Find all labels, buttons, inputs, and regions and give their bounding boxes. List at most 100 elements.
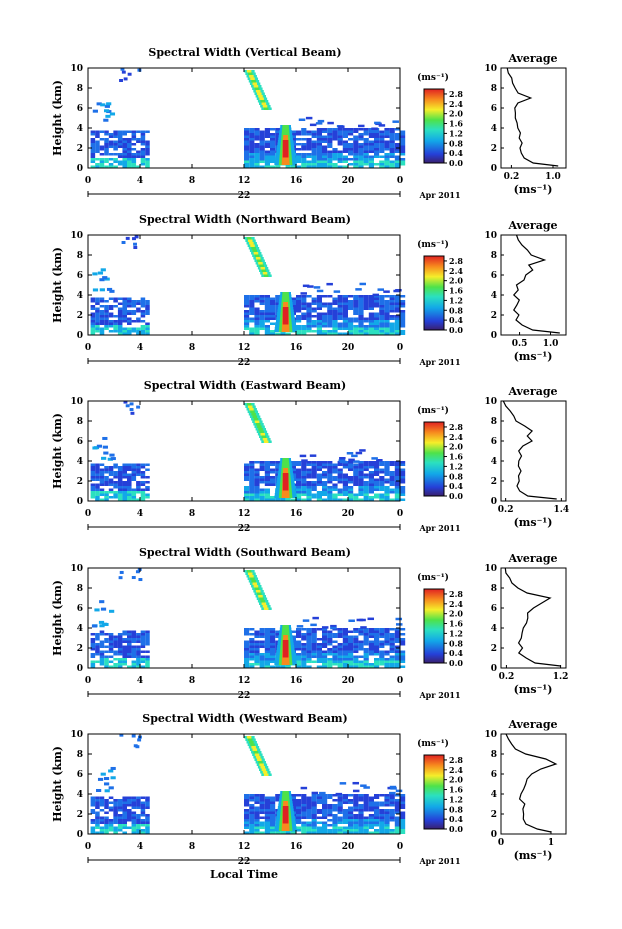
heatmap-cell [342, 665, 348, 668]
heatmap-cell [90, 483, 96, 486]
avg-y-tick-label: 2 [491, 311, 497, 321]
heatmap-cell [90, 660, 96, 663]
heatmap-cell [280, 332, 286, 335]
heatmap-cell [140, 633, 146, 636]
heatmap-cell [389, 325, 395, 328]
heatmap-cell [104, 158, 109, 161]
heatmap-cell [363, 486, 369, 489]
heatmap-cell [145, 819, 150, 822]
heatmap-cell [358, 831, 364, 834]
heatmap-cell [108, 468, 114, 471]
heatmap-cell [244, 145, 250, 148]
y-tick-label: 4 [77, 457, 83, 467]
heatmap-cell [342, 628, 348, 631]
heatmap-cell [384, 633, 390, 636]
heatmap-cell [368, 483, 374, 486]
x-tick-label: 16 [290, 509, 303, 519]
heatmap-cell [374, 665, 380, 668]
x-tick-label: 0 [397, 676, 403, 686]
heatmap-cell [104, 645, 109, 648]
heatmap-cell [136, 638, 141, 641]
heatmap-cell [301, 643, 307, 646]
heatmap-cell [316, 143, 322, 146]
heatmap-cell [285, 665, 291, 668]
heatmap-cell [244, 653, 250, 656]
heatmap-cell [395, 623, 403, 626]
heatmap-cell [107, 457, 113, 461]
heatmap-cell [348, 153, 354, 156]
heatmap-cell [90, 799, 96, 802]
heatmap-cell [113, 476, 118, 479]
heatmap-cell [342, 821, 348, 824]
heatmap-cell [301, 816, 307, 819]
heatmap-cell [342, 655, 348, 658]
heatmap-cell [145, 824, 150, 827]
heatmap-cell [327, 325, 333, 328]
heatmap-cell [353, 640, 359, 643]
heatmap-cell [377, 288, 385, 291]
heatmap-cell [332, 165, 338, 168]
heatmap-cell [281, 132, 290, 135]
colorbar-tick-label: 2.0 [449, 609, 463, 619]
heatmap-cell [301, 312, 307, 315]
heatmap-cell [374, 330, 380, 333]
heatmap-cell [117, 322, 123, 325]
heatmap-cell [117, 481, 123, 484]
heatmap-cell [108, 645, 114, 648]
heatmap-cell [282, 647, 289, 650]
heatmap-cell [113, 471, 118, 474]
heatmap-cell [254, 486, 260, 489]
heatmap-cell [261, 102, 267, 105]
panel-5: Spectral Width (Westward Beam)0 4 8 12 16 20 0… [51, 712, 567, 867]
heatmap-cell [95, 491, 100, 494]
heatmap-cell [96, 444, 103, 448]
y-tick-label: 4 [77, 124, 83, 134]
heatmap-cell [145, 130, 150, 133]
heatmap-cell [259, 643, 265, 646]
heatmap-cell [127, 302, 132, 305]
heatmap-cell [389, 476, 395, 479]
heatmap-cell [122, 155, 127, 158]
heatmap-cell [363, 140, 369, 143]
heatmap-cell [264, 320, 270, 323]
heatmap-cell [113, 297, 118, 300]
heatmap-cell [400, 295, 406, 298]
heatmap-cell [136, 829, 141, 832]
heatmap-cell [363, 643, 369, 646]
heatmap-cell [122, 130, 127, 133]
heatmap-cell [389, 160, 395, 163]
heatmap-cell [342, 498, 348, 501]
heatmap-cell [379, 809, 385, 812]
heatmap-cell [342, 148, 348, 151]
heatmap-cell [316, 130, 322, 133]
heatmap-cell [104, 804, 109, 807]
heatmap-cell [400, 638, 406, 641]
heatmap-cell [353, 150, 359, 153]
heatmap-cell [368, 650, 374, 653]
heatmap-cell [282, 642, 289, 645]
heatmap-cell [379, 640, 385, 643]
heatmap-cell [322, 163, 328, 166]
heatmap-cell [246, 403, 252, 406]
heatmap-cell [400, 643, 406, 646]
heatmap-cell [122, 821, 127, 824]
heatmap-cell [337, 665, 343, 668]
avg-y-tick-label: 4 [491, 457, 497, 467]
heatmap-cell [244, 814, 250, 817]
heatmap-cell [108, 638, 114, 641]
heatmap-cell [264, 133, 270, 136]
heatmap-cell [127, 140, 132, 143]
heatmap-cell [254, 317, 260, 320]
heatmap-cell [127, 809, 132, 812]
heatmap-cell [117, 816, 123, 819]
heatmap-cell [368, 155, 374, 158]
heatmap-cell [131, 821, 137, 824]
heatmap-cell [117, 478, 123, 481]
heatmap-cell [296, 814, 302, 817]
heatmap-cell [400, 473, 406, 476]
heatmap-cell [327, 491, 333, 494]
heatmap-cell [363, 665, 369, 668]
heatmap-cell [113, 160, 118, 163]
heatmap-cell [316, 478, 322, 481]
avg-y-tick-label: 10 [484, 231, 497, 241]
